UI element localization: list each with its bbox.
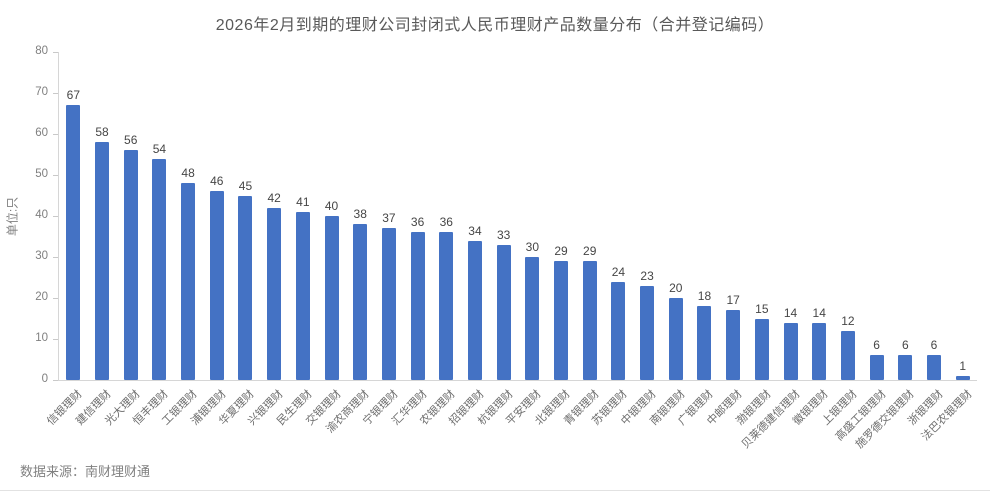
bar-华夏理财 [238,195,253,380]
bar-中邮理财 [726,310,741,380]
y-tick-mark [53,93,58,94]
bar-法巴农银理财 [955,375,970,380]
bar-value-label: 12 [841,313,855,328]
bar-浦银理财 [209,191,224,380]
bar-浙银理财 [926,355,941,380]
bar-上银理财 [840,330,855,380]
bar-value-label: 36 [410,215,425,230]
bar-平安理财 [525,257,540,380]
bar-渤银理财 [754,318,769,380]
y-tick-label: 70 [35,86,48,98]
y-tick-mark [53,339,58,340]
bar-value-label: 29 [583,244,597,259]
y-tick-label: 50 [35,168,48,180]
y-tick-mark [53,134,58,135]
bar-value-label: 33 [496,227,511,242]
bar-施罗德交银理财 [898,355,913,380]
bar-value-label: 1 [959,358,966,373]
bar-value-label: 23 [640,268,654,283]
bar-value-label: 6 [930,338,938,353]
bar-信银理财 [66,105,81,380]
bar-恒丰理财 [152,158,167,380]
bar-青银理财 [582,261,597,380]
bar-value-label: 24 [611,264,626,279]
bar-value-label: 54 [152,141,167,156]
bar-高盛工银理财 [869,355,884,380]
bar-民生理财 [295,211,310,380]
bar-value-label: 45 [238,178,253,193]
bar-value-label: 37 [382,211,396,226]
y-tick-label: 20 [35,291,48,303]
bar-value-label: 6 [901,338,909,353]
bar-交银理财 [324,216,339,380]
bar-value-label: 20 [669,281,683,295]
bar-招银理财 [467,240,482,380]
bar-value-label: 34 [468,223,482,238]
bar-value-label: 67 [66,88,81,103]
bar-value-label: 15 [755,301,769,316]
y-tick-mark [53,257,58,258]
y-tick-mark [53,175,58,176]
y-tick-label: 80 [35,45,48,57]
bar-value-label: 29 [554,244,568,259]
bar-建信理财 [95,142,110,380]
y-tick-label: 0 [41,373,48,385]
bar-光大理财 [123,150,138,380]
bar-北银理财 [554,261,569,380]
y-tick-mark [53,216,58,217]
bar-南银理财 [668,298,683,380]
bar-value-label: 48 [181,166,195,181]
chart-title: 2026年2月到期的理财公司封闭式人民币理财产品数量分布（合并登记编码） [215,17,775,34]
y-tick-label: 10 [35,332,48,344]
bar-value-label: 41 [296,194,310,209]
bar-工银理财 [181,183,196,380]
bar-value-label: 6 [873,338,880,353]
bar-兴银理财 [267,207,282,380]
bottom-divider [0,490,990,491]
bar-value-label: 42 [267,190,281,205]
bar-value-label: 18 [697,289,712,304]
bar-value-label: 58 [95,125,109,140]
bar-value-label: 14 [812,305,826,320]
plot-area: 67 58 56 54 48 46 45 42 41 40 38 37 36 36 34 33 30 29 29 24… [58,52,977,381]
y-tick-label: 40 [35,209,48,221]
bar-value-label: 46 [210,174,224,189]
y-tick-mark [53,380,58,381]
bar-value-label: 14 [783,305,798,320]
bar-渝农商理财 [353,224,368,380]
bar-宁银理财 [381,228,396,380]
bar-苏银理财 [611,281,626,380]
bar-中银理财 [640,285,655,380]
bar-value-label: 56 [124,133,138,148]
bar-value-label: 40 [324,199,339,213]
data-source-note: 数据来源：南财理财通 [20,464,151,479]
bar-value-label: 17 [726,293,740,308]
bar-汇华理财 [410,232,425,380]
bar-value-label: 30 [525,240,540,254]
bar-贝莱德建信理财 [783,322,798,380]
bar-value-label: 38 [353,207,367,222]
bar-广银理财 [697,306,712,380]
y-tick-mark [53,52,58,53]
bar-value-label: 36 [439,215,453,230]
y-tick-label: 30 [35,250,48,262]
y-tick-mark [53,298,58,299]
bar-徽银理财 [812,322,827,380]
y-tick-label: 60 [35,127,48,139]
bar-农银理财 [439,232,454,380]
bar-杭银理财 [496,244,511,380]
